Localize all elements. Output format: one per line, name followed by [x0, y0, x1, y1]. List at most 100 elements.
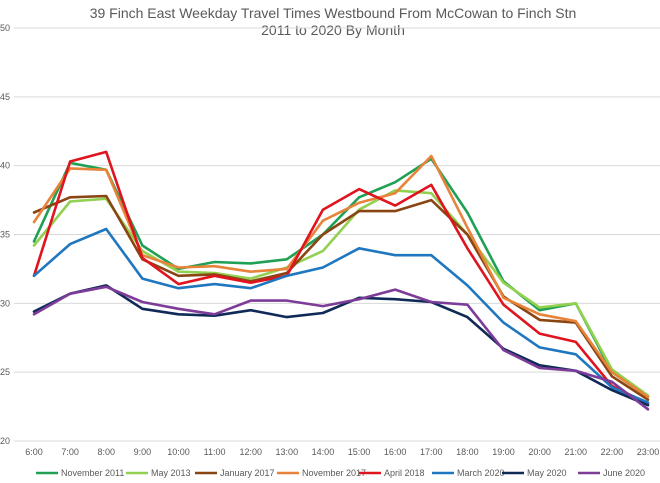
data-point	[69, 196, 71, 198]
data-point	[33, 275, 35, 277]
data-point	[213, 283, 216, 285]
data-point	[539, 319, 541, 321]
data-point	[502, 349, 505, 351]
data-point	[250, 299, 252, 302]
legend: November 2011 May 2013 January 2017 Novembe…	[36, 468, 645, 478]
series-line-5	[32, 227, 650, 404]
data-point	[69, 293, 71, 295]
series-line-3	[32, 154, 650, 399]
data-point	[33, 240, 35, 242]
legend-label: March 2020	[457, 468, 505, 478]
data-point	[539, 313, 541, 315]
data-point	[358, 298, 360, 300]
data-point	[213, 275, 216, 277]
legend-label: June 2020	[603, 468, 645, 478]
data-point	[286, 275, 288, 277]
data-point	[69, 167, 71, 170]
x-tick-label: 11:00	[204, 447, 226, 457]
data-point	[430, 254, 432, 256]
data-point	[322, 305, 324, 307]
x-tick-label: 18:00	[456, 447, 479, 457]
x-tick-label: 13:00	[276, 447, 299, 457]
data-point	[286, 258, 288, 260]
legend-label: May 2013	[151, 468, 191, 478]
x-tick-label: 14:00	[312, 447, 335, 457]
data-point	[539, 346, 541, 348]
data-point	[177, 308, 180, 310]
data-point	[322, 220, 324, 222]
data-point	[466, 247, 469, 249]
data-point	[141, 301, 143, 303]
y-tick-label: 35	[0, 230, 10, 240]
data-point	[466, 233, 469, 236]
data-point	[105, 169, 107, 171]
data-point	[250, 262, 252, 265]
data-point	[33, 211, 35, 214]
data-point	[466, 211, 469, 214]
data-point	[69, 200, 71, 203]
data-point	[105, 151, 107, 153]
x-tick-label: 8:00	[97, 447, 115, 457]
y-tick-label: 20	[0, 436, 10, 446]
data-point	[177, 266, 180, 269]
x-tick-label: 6:00	[25, 447, 43, 457]
x-tick-label: 10:00	[167, 447, 190, 457]
data-point	[611, 386, 613, 388]
data-point	[647, 404, 649, 406]
data-point	[177, 313, 180, 315]
data-point	[466, 304, 469, 306]
data-point	[358, 247, 360, 249]
legend-label: May 2020	[527, 468, 567, 478]
data-point	[394, 181, 396, 183]
data-point	[647, 396, 649, 398]
data-point	[322, 250, 324, 252]
x-tick-label: 12:00	[239, 447, 262, 457]
data-point	[69, 160, 71, 163]
data-point	[358, 202, 360, 204]
data-point	[105, 228, 107, 230]
series-line-2	[32, 194, 650, 402]
data-point	[575, 353, 577, 355]
data-point	[394, 192, 396, 194]
data-point	[611, 389, 613, 391]
data-point	[394, 210, 396, 212]
data-point	[286, 268, 288, 270]
data-point	[141, 257, 143, 259]
data-point	[539, 309, 541, 311]
y-tick-label: 45	[0, 92, 10, 102]
data-point	[647, 408, 649, 410]
x-axis-ticks: 6:00 7:00 8:00 9:00 10:00 11:00 12:00 13:00 14:0…	[25, 447, 659, 457]
legend-label: April 2018	[384, 468, 425, 478]
data-point	[539, 333, 541, 335]
series-line-4	[32, 150, 650, 406]
x-tick-label: 21:00	[564, 447, 587, 457]
data-point	[539, 306, 541, 309]
data-point	[33, 221, 35, 223]
data-point	[177, 275, 180, 277]
data-point	[430, 155, 432, 157]
y-tick-label: 50	[0, 23, 10, 33]
data-point	[539, 364, 541, 366]
data-point	[322, 312, 324, 314]
data-point	[69, 243, 71, 245]
data-point	[466, 284, 469, 287]
data-point	[177, 271, 180, 273]
data-point	[33, 313, 35, 315]
data-point	[33, 244, 35, 247]
data-point	[250, 309, 252, 311]
data-point	[141, 244, 143, 247]
y-tick-label: 30	[0, 298, 10, 308]
data-point	[394, 298, 396, 300]
series-lines	[32, 150, 650, 411]
data-point	[394, 254, 396, 256]
data-point	[358, 196, 360, 198]
data-point	[322, 233, 324, 236]
data-point	[33, 310, 35, 313]
data-point	[611, 371, 613, 373]
data-point	[502, 297, 505, 299]
data-point	[358, 188, 360, 190]
x-tick-label: 7:00	[61, 447, 79, 457]
series-line-6	[32, 284, 650, 407]
y-tick-label: 25	[0, 367, 10, 377]
